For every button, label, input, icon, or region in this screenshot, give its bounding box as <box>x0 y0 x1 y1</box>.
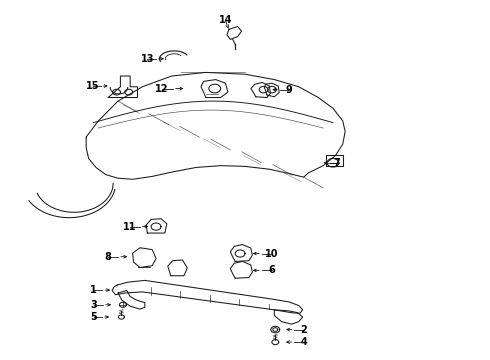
Text: 13: 13 <box>141 54 154 64</box>
Text: 8: 8 <box>105 252 112 262</box>
Text: 5: 5 <box>90 312 97 322</box>
Text: 2: 2 <box>300 325 307 334</box>
Text: 12: 12 <box>155 84 169 94</box>
Text: 4: 4 <box>300 337 307 347</box>
Text: 14: 14 <box>219 15 232 26</box>
Text: 1: 1 <box>90 285 97 295</box>
Text: 15: 15 <box>86 81 99 91</box>
Text: 11: 11 <box>123 222 137 231</box>
Text: 3: 3 <box>90 300 97 310</box>
Text: 7: 7 <box>334 158 340 168</box>
Text: 9: 9 <box>286 85 293 95</box>
Text: 6: 6 <box>269 265 275 275</box>
Text: 10: 10 <box>265 248 279 258</box>
